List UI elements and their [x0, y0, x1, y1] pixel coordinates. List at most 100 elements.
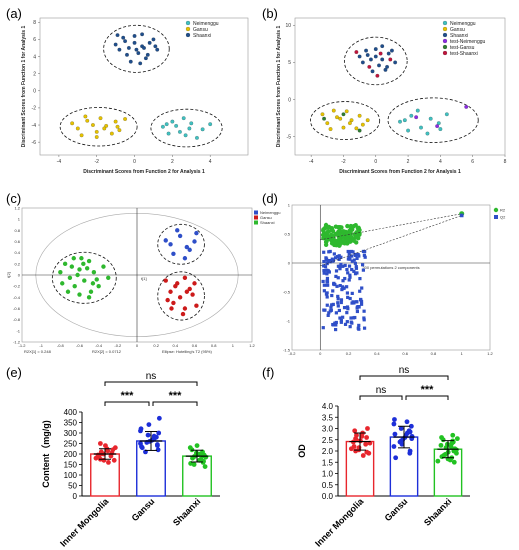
data-point	[121, 35, 126, 40]
data-point	[354, 126, 359, 131]
data-point	[357, 54, 362, 59]
data-point	[349, 118, 354, 123]
data-point	[142, 46, 146, 50]
plot-frame	[294, 17, 506, 156]
q2-permutation-point	[322, 271, 326, 275]
jitter-point	[398, 426, 404, 431]
jitter-point	[391, 444, 397, 449]
q2-permutation-point	[352, 301, 356, 305]
q2-permutation-point	[329, 305, 333, 309]
q2-permutation-point	[346, 295, 350, 299]
q2-permutation-point	[356, 252, 360, 257]
data-point	[117, 47, 122, 52]
data-point	[82, 278, 87, 283]
y-tick-label: 0	[33, 89, 36, 95]
y-tick-label: 8	[33, 20, 36, 26]
y-tick-label: 4	[33, 54, 36, 60]
q2-permutation-point	[339, 298, 344, 302]
data-point	[126, 46, 131, 50]
data-point	[86, 258, 92, 264]
data-point	[406, 128, 410, 133]
q2-permutation-point	[337, 254, 341, 258]
q2-permutation-point	[345, 305, 350, 309]
y-tick-label: 3.5	[322, 413, 334, 422]
q2-permutation-point	[359, 302, 364, 306]
data-point	[385, 64, 389, 69]
legend-marker	[442, 44, 448, 50]
jitter-point	[359, 433, 365, 439]
data-point	[180, 311, 186, 317]
legend-marker	[442, 26, 448, 32]
y-tick-label: 0	[18, 273, 21, 278]
data-point	[341, 125, 346, 130]
q2-permutation-point	[346, 271, 350, 275]
y-axis-label: Discriminant Scores from Function 1 for …	[276, 26, 282, 148]
q2-permutation-point	[331, 322, 335, 327]
data-point	[161, 124, 165, 129]
data-point	[360, 60, 365, 65]
data-point	[194, 230, 199, 236]
q2-permutation-point	[348, 275, 352, 279]
q2-permutation-point	[322, 259, 326, 264]
q2-permutation-point	[336, 304, 340, 308]
data-point	[177, 295, 183, 300]
y-tick-label: 150	[64, 461, 78, 470]
q2-permutation-point	[341, 264, 345, 268]
q2-permutation-point	[322, 283, 326, 287]
r2-permutation-point	[337, 243, 342, 248]
q2-permutation-point	[336, 297, 340, 301]
r2-permutation-point	[345, 230, 350, 236]
data-point	[200, 127, 205, 132]
data-point	[171, 251, 176, 256]
q2-permutation-point	[355, 309, 360, 314]
r2-permutation-point	[325, 229, 330, 235]
q2-permutation-point	[331, 289, 335, 293]
data-point	[380, 44, 385, 49]
data-point	[341, 112, 346, 117]
data-point	[170, 119, 175, 124]
q2-permutation-point	[353, 261, 357, 265]
q2-permutation-point	[339, 300, 343, 305]
y-tick-label: -0.8	[13, 317, 21, 322]
legend-label: Neimenggu	[193, 21, 219, 27]
q2-permutation-point	[322, 264, 326, 268]
y-tick-label: 0.6	[14, 239, 20, 244]
x-tick-label: 2	[407, 159, 410, 165]
y-tick-label: 0.4	[14, 250, 20, 255]
q2-permutation-point	[329, 308, 333, 312]
category-label: Gansu	[383, 496, 410, 523]
x-tick-label: -2	[95, 159, 100, 165]
data-point	[328, 127, 333, 131]
data-point	[128, 59, 133, 64]
data-point	[444, 112, 449, 117]
data-point	[419, 125, 423, 130]
q2-permutation-point	[322, 250, 326, 254]
q2-permutation-point	[345, 285, 349, 289]
jitter-point	[360, 453, 366, 458]
data-point	[388, 57, 393, 62]
q2-permutation-point	[346, 249, 350, 254]
jitter-point	[407, 429, 413, 435]
data-point	[70, 121, 75, 126]
data-point	[414, 115, 419, 120]
legend-label: Shaanxi	[450, 33, 468, 39]
x-tick-label: 0.6	[192, 343, 198, 348]
data-point	[75, 272, 80, 278]
data-point	[175, 228, 180, 233]
data-point	[338, 116, 343, 121]
jitter-point	[352, 428, 358, 434]
jitter-point	[364, 449, 370, 455]
y-tick-label: 1.0	[322, 470, 334, 479]
data-point	[88, 289, 94, 294]
q2-permutation-point	[336, 264, 341, 268]
legend-label: test-Neimenggu	[450, 39, 486, 45]
q2-permutation-point	[339, 318, 343, 323]
q2-permutation-point	[326, 313, 330, 317]
q2-permutation-point	[323, 265, 328, 269]
y-tick-label: -5	[287, 134, 292, 140]
q2-permutation-point	[325, 303, 329, 307]
r2-permutation-point	[353, 223, 358, 228]
q2-permutation-point	[343, 263, 347, 268]
data-point	[165, 297, 170, 303]
data-point	[155, 47, 160, 52]
